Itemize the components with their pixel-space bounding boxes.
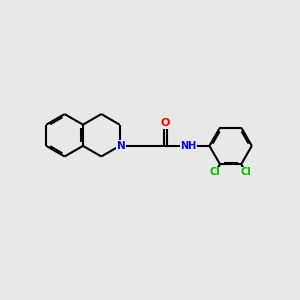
Text: O: O	[161, 118, 170, 128]
Text: Cl: Cl	[241, 167, 251, 177]
Text: NH: NH	[181, 141, 197, 151]
Text: Cl: Cl	[210, 167, 221, 177]
Text: N: N	[117, 141, 125, 151]
